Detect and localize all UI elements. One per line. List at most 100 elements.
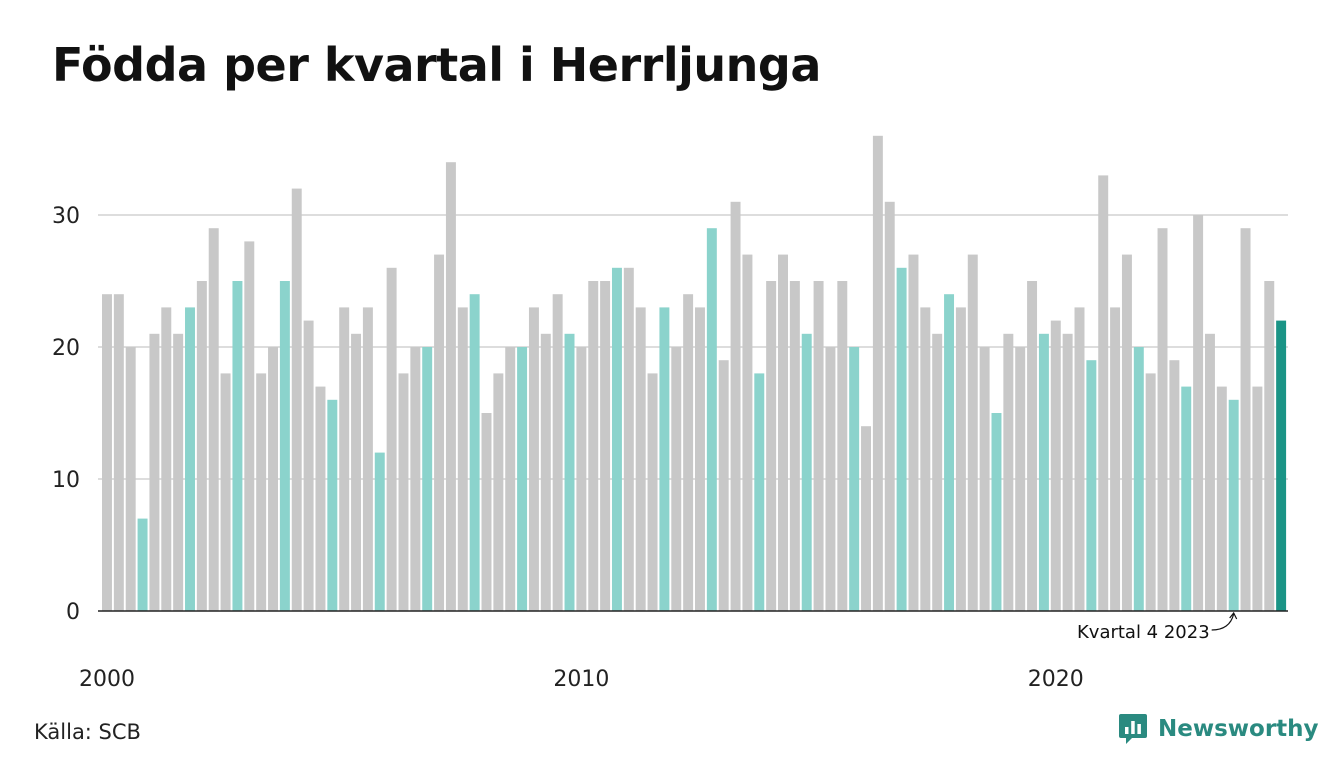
- bar: [837, 281, 848, 611]
- bar: [149, 333, 160, 611]
- bar: [718, 360, 729, 611]
- bar: [1216, 386, 1227, 611]
- bar: [1193, 215, 1204, 611]
- bar: [410, 347, 421, 611]
- bar: [113, 294, 124, 611]
- bar: [600, 281, 611, 611]
- bar: [991, 413, 1002, 611]
- bar: [908, 254, 919, 611]
- annotation: Kvartal 4 2023: [1077, 611, 1238, 643]
- bar: [659, 307, 670, 611]
- bar: [1074, 307, 1085, 611]
- bar: [220, 373, 231, 611]
- brand[interactable]: Newsworthy: [1118, 712, 1319, 746]
- y-tick-label: 10: [52, 468, 80, 493]
- bar: [967, 254, 978, 611]
- bar: [1062, 333, 1073, 611]
- brand-name: Newsworthy: [1158, 716, 1319, 742]
- bar: [766, 281, 777, 611]
- bar: [813, 281, 824, 611]
- bar: [576, 347, 587, 611]
- bar: [517, 347, 528, 611]
- bar: [208, 228, 219, 611]
- y-tick-label: 20: [52, 336, 80, 361]
- bar: [1027, 281, 1038, 611]
- bar: [1098, 175, 1109, 611]
- bar: [896, 267, 907, 611]
- bar: [588, 281, 599, 611]
- bar: [422, 347, 433, 611]
- bar: [469, 294, 480, 611]
- bar: [256, 373, 267, 611]
- bar: [327, 399, 338, 611]
- bar: [1252, 386, 1263, 611]
- annotation-arrowhead: [1229, 611, 1238, 620]
- bar: [1133, 347, 1144, 611]
- bar: [1050, 320, 1061, 611]
- bar: [695, 307, 705, 611]
- bar: [540, 333, 551, 611]
- axes: 0 10 20 30 2000 2010 2020: [52, 204, 1288, 692]
- y-tick-label: 30: [52, 204, 80, 229]
- bar: [1169, 360, 1180, 611]
- bar: [268, 347, 278, 611]
- bar: [137, 518, 148, 611]
- bar: [872, 135, 883, 612]
- bar: [683, 294, 694, 611]
- bar: [801, 333, 812, 611]
- bar: [979, 347, 990, 611]
- bar: [564, 333, 575, 611]
- bar: [374, 452, 385, 611]
- bar: [173, 333, 184, 611]
- bar: [1240, 228, 1251, 611]
- bar: [386, 267, 397, 611]
- bar: [457, 307, 468, 611]
- bar: [1003, 333, 1014, 611]
- bar: [125, 347, 136, 611]
- bar: [315, 386, 326, 611]
- bar: [434, 254, 445, 611]
- bar: [232, 281, 243, 611]
- bar: [552, 294, 563, 611]
- bar: [339, 307, 350, 611]
- x-tick-label: 2010: [553, 667, 609, 692]
- bar: [884, 201, 895, 612]
- bar: [730, 201, 741, 612]
- bar: [789, 281, 800, 611]
- bar: [445, 162, 456, 611]
- bar: [742, 254, 753, 611]
- bar: [1157, 228, 1168, 611]
- bar: [1121, 254, 1132, 611]
- bar: [291, 188, 302, 611]
- bar: [102, 294, 112, 611]
- bar: [493, 373, 504, 611]
- bar: [362, 307, 373, 611]
- bar: [1015, 347, 1026, 611]
- bar: [279, 281, 290, 611]
- bar: [1038, 333, 1049, 611]
- bar: [635, 307, 646, 611]
- bar: [1145, 373, 1156, 611]
- bar: [849, 347, 860, 611]
- bar: [825, 347, 836, 611]
- bar: [1110, 307, 1121, 611]
- bar: [1204, 333, 1215, 611]
- page-title: Födda per kvartal i Herrljunga: [52, 38, 821, 92]
- bar: [861, 426, 871, 611]
- bar: [671, 347, 682, 611]
- bar: [1086, 360, 1097, 611]
- bar: [706, 228, 717, 611]
- bar-chart-logo-icon: [1119, 714, 1147, 744]
- bar: [505, 347, 516, 611]
- bar: [398, 373, 409, 611]
- bar: [611, 267, 622, 611]
- bar: [161, 307, 172, 611]
- bar: [1228, 399, 1239, 611]
- bar: [528, 307, 539, 611]
- bar: [754, 373, 765, 611]
- bar: [932, 333, 943, 611]
- x-tick-label: 2000: [79, 667, 135, 692]
- bar: [185, 307, 195, 611]
- y-tick-label: 0: [66, 600, 80, 625]
- bar: [1181, 386, 1192, 611]
